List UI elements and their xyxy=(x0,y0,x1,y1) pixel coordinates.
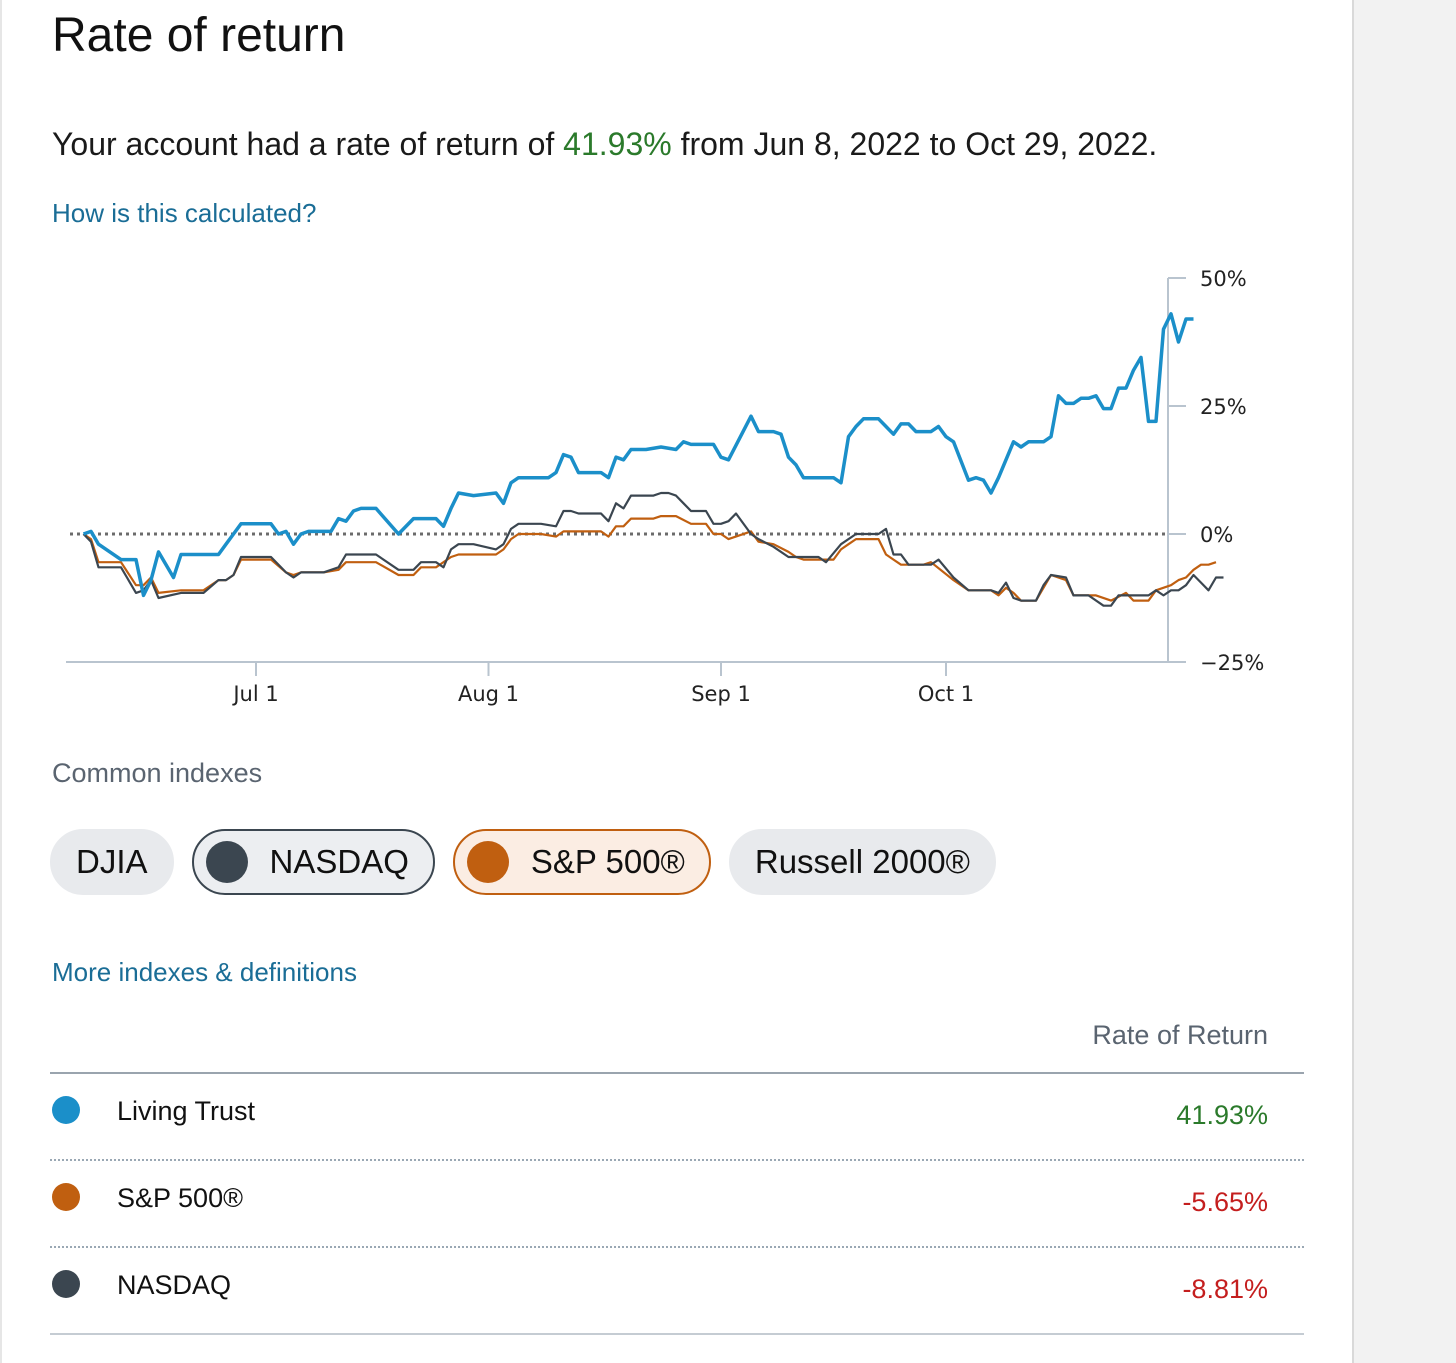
chip-nasdaq[interactable]: NASDAQ xyxy=(191,829,435,895)
page-title: Rate of return xyxy=(52,9,346,62)
chip-djia[interactable]: DJIA xyxy=(50,829,174,895)
x-tick-label: Jul 1 xyxy=(231,682,278,706)
chip-djia-label: DJIA xyxy=(76,843,148,880)
y-tick-label: 0% xyxy=(1200,523,1233,547)
nasdaq-dot xyxy=(52,1270,80,1298)
returns-table: Rate of Return Living Trust 41.93% S&P 5… xyxy=(50,1010,1304,1335)
summary-text: Your account had a rate of return of 41.… xyxy=(52,126,1157,163)
summary-rate: 41.93% xyxy=(563,126,672,162)
right-rail xyxy=(1352,0,1456,1363)
row-value: -5.65% xyxy=(1182,1187,1268,1217)
chip-russell2000-label: Russell 2000® xyxy=(754,843,970,880)
returns-table-header: Rate of Return xyxy=(50,1010,1304,1074)
rate-of-return-chart: 50% 25% 0% −25% Jul 1 Aug 1 Sep 1 Oct 1 xyxy=(66,267,1264,706)
left-border xyxy=(0,0,2,1363)
table-row: Living Trust 41.93% xyxy=(50,1074,1304,1161)
chip-nasdaq-dot xyxy=(205,841,248,883)
common-indexes-label: Common indexes xyxy=(52,758,263,788)
y-tick-label: 25% xyxy=(1200,395,1247,419)
index-chips: DJIA NASDAQ S&P 500® Russell 2000® xyxy=(50,829,996,895)
table-row: S&P 500® -5.65% xyxy=(50,1161,1304,1248)
y-tick-label: −25% xyxy=(1200,651,1264,675)
chip-sp500-dot xyxy=(466,841,509,883)
row-value: -8.81% xyxy=(1182,1274,1268,1304)
chart-axes: 50% 25% 0% −25% Jul 1 Aug 1 Sep 1 Oct 1 xyxy=(66,267,1264,706)
chip-nasdaq-label: NASDAQ xyxy=(269,843,409,880)
x-tick-label: Oct 1 xyxy=(918,682,974,706)
more-indexes-link[interactable]: More indexes & definitions xyxy=(52,957,357,987)
chip-sp500[interactable]: S&P 500® xyxy=(452,829,711,895)
summary-prefix: Your account had a rate of return of xyxy=(52,126,555,162)
living-trust-dot xyxy=(52,1096,80,1124)
series-line-living-trust xyxy=(82,312,1194,598)
chart-series xyxy=(82,312,1224,607)
chip-sp500-label: S&P 500® xyxy=(530,843,685,880)
sp500-dot xyxy=(52,1183,80,1211)
rate-of-return-header: Rate of Return xyxy=(1092,1020,1268,1050)
row-name: S&P 500® xyxy=(117,1183,243,1213)
how-calculated-link[interactable]: How is this calculated? xyxy=(52,198,317,228)
row-value: 41.93% xyxy=(1176,1100,1268,1130)
row-name: NASDAQ xyxy=(117,1270,232,1300)
y-tick-label: 50% xyxy=(1200,267,1247,291)
series-line-nasdaq xyxy=(82,491,1224,607)
chip-russell2000[interactable]: Russell 2000® xyxy=(728,829,996,895)
summary-suffix: from Jun 8, 2022 to Oct 29, 2022. xyxy=(680,126,1158,162)
series-line-s-p-500- xyxy=(82,515,1217,602)
row-name: Living Trust xyxy=(117,1096,256,1126)
table-row: NASDAQ -8.81% xyxy=(50,1248,1304,1335)
x-tick-label: Aug 1 xyxy=(458,682,519,706)
x-tick-label: Sep 1 xyxy=(691,682,751,706)
